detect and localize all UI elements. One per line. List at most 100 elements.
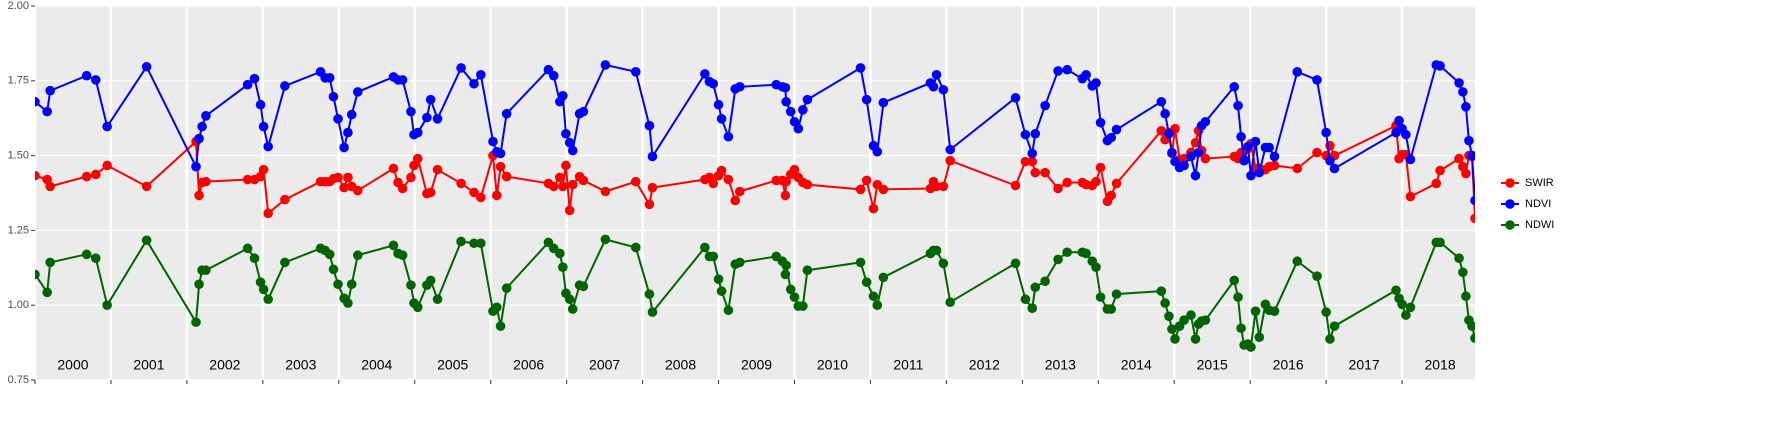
point (1010, 180, 1021, 191)
point (785, 284, 796, 295)
point (339, 142, 349, 153)
point (406, 172, 416, 183)
point (1200, 315, 1211, 325)
point (328, 91, 339, 102)
point (1233, 292, 1243, 302)
point (735, 257, 745, 268)
legend-label: NDWI (1525, 219, 1554, 231)
point (42, 106, 52, 117)
point (1329, 321, 1340, 331)
point (491, 302, 502, 313)
point (1394, 115, 1404, 126)
point (476, 238, 486, 249)
legend-dot (1505, 199, 1515, 209)
point (1111, 124, 1122, 135)
point (1020, 129, 1031, 140)
legend: SWIR NDVI NDWI (1501, 177, 1554, 231)
point (861, 277, 872, 287)
y-tick-label: 0.75 (8, 374, 29, 386)
point (716, 113, 727, 124)
point (194, 190, 204, 201)
point (1250, 136, 1261, 147)
legend-label: SWIR (1525, 177, 1554, 189)
point (716, 286, 727, 296)
point (1095, 292, 1106, 302)
point (324, 249, 335, 260)
point (644, 120, 655, 131)
point (548, 70, 559, 81)
point (35, 269, 40, 280)
point (1397, 299, 1407, 310)
point (548, 181, 559, 192)
point (102, 160, 112, 171)
point (501, 108, 512, 119)
point (501, 171, 512, 182)
point (469, 78, 479, 89)
point (713, 274, 724, 284)
point (878, 272, 889, 283)
year-label: 2010 (817, 357, 848, 373)
point (1312, 147, 1322, 158)
point (102, 121, 112, 132)
point (1292, 67, 1303, 77)
point (406, 106, 416, 117)
point (708, 178, 719, 189)
point (346, 279, 357, 290)
point (343, 172, 353, 183)
point (578, 106, 589, 117)
point (1229, 81, 1240, 92)
point (1030, 282, 1041, 293)
point (567, 304, 578, 314)
point (1190, 170, 1201, 181)
point (723, 305, 734, 316)
point (456, 63, 466, 73)
point (201, 265, 211, 275)
point (1010, 93, 1021, 103)
y-tick-label: 1.00 (8, 299, 29, 311)
point (600, 186, 611, 197)
point (352, 185, 363, 196)
point (802, 94, 813, 105)
point (1431, 178, 1442, 189)
point (1292, 163, 1303, 174)
point (255, 99, 266, 110)
point (1027, 148, 1038, 159)
point (1010, 258, 1021, 269)
point (855, 184, 866, 195)
point (242, 79, 253, 90)
point (397, 250, 408, 261)
point (422, 112, 432, 123)
point (872, 300, 883, 311)
point (735, 186, 745, 197)
point (561, 160, 571, 171)
point (564, 137, 575, 148)
point (1193, 147, 1204, 158)
point (780, 82, 791, 93)
point (194, 279, 204, 290)
year-label: 2013 (1045, 357, 1076, 373)
point (432, 113, 443, 124)
point (1470, 195, 1475, 206)
point (1243, 141, 1253, 152)
point (141, 181, 152, 192)
point (878, 184, 889, 195)
point (346, 109, 357, 120)
point (785, 106, 796, 117)
point (855, 257, 866, 268)
point (1062, 247, 1072, 258)
point (861, 175, 872, 186)
year-label: 2017 (1349, 357, 1380, 373)
panel (35, 6, 1475, 380)
point (1246, 342, 1256, 352)
year-label: 2015 (1197, 357, 1228, 373)
point (938, 84, 949, 95)
point (1401, 310, 1411, 320)
point (723, 131, 734, 142)
point (1454, 253, 1464, 264)
point (1156, 286, 1167, 296)
point (432, 294, 443, 305)
point (501, 283, 512, 293)
point (1458, 87, 1468, 97)
point (258, 284, 269, 295)
point (700, 242, 710, 253)
